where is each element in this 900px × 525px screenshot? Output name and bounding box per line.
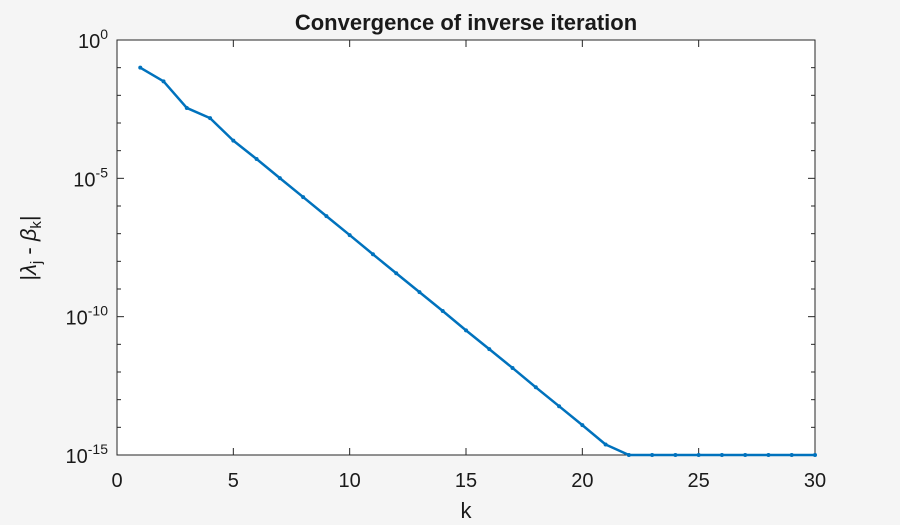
y-tick-label-base: 10 xyxy=(73,169,95,191)
x-tick-label: 25 xyxy=(688,470,710,492)
data-point xyxy=(324,214,329,219)
y-axis-label-dash: - xyxy=(16,241,41,261)
data-point xyxy=(557,404,562,409)
data-point xyxy=(603,442,608,447)
x-tick-label: 15 xyxy=(455,470,477,492)
y-axis-label-lambda-sub: j xyxy=(28,261,45,265)
data-point xyxy=(487,347,492,352)
data-point xyxy=(813,453,817,457)
y-tick-label: 10-15 xyxy=(66,441,109,468)
y-axis-label-open: | xyxy=(16,275,41,281)
data-point xyxy=(464,328,468,333)
x-axis-ticks: 0 5 10 15 20 25 30 xyxy=(111,40,826,492)
x-tick-label: 0 xyxy=(111,470,122,492)
data-point xyxy=(277,176,282,181)
x-tick-label: 30 xyxy=(804,470,826,492)
data-point xyxy=(743,453,748,457)
data-point xyxy=(766,453,771,457)
y-tick-label-exponent: -15 xyxy=(88,441,108,457)
x-tick-label: 20 xyxy=(571,470,593,492)
y-axis-label-beta-sub: k xyxy=(28,221,45,229)
data-point xyxy=(696,453,701,457)
data-point xyxy=(138,65,143,70)
y-tick-label: 10-5 xyxy=(73,164,108,191)
data-point xyxy=(347,233,352,238)
data-point xyxy=(394,271,399,276)
y-axis-label-close: | xyxy=(16,215,41,221)
data-point xyxy=(254,156,259,161)
x-tick-label: 5 xyxy=(228,470,239,492)
y-tick-label-base: 10 xyxy=(66,446,88,468)
y-tick-label-exponent: -5 xyxy=(96,164,109,180)
data-point xyxy=(533,385,538,390)
chart-title: Convergence of inverse iteration xyxy=(295,10,637,35)
y-tick-label-exponent: 0 xyxy=(100,26,108,42)
data-point xyxy=(510,365,515,370)
y-axis-label-beta: β xyxy=(16,228,41,242)
data-point xyxy=(301,195,306,200)
series-line xyxy=(139,66,815,457)
data-point xyxy=(417,290,422,295)
data-point xyxy=(673,453,678,457)
x-axis-label: k xyxy=(461,498,473,523)
data-point xyxy=(208,116,213,121)
data-point xyxy=(440,309,445,314)
y-tick-label-base: 10 xyxy=(78,31,100,53)
data-point xyxy=(231,138,236,143)
y-tick-label: 100 xyxy=(78,26,108,53)
data-point xyxy=(370,252,375,257)
data-point xyxy=(161,79,166,84)
x-tick-label: 10 xyxy=(339,470,361,492)
data-point xyxy=(789,453,794,457)
plot-area xyxy=(116,39,816,456)
y-axis-label: |λj - βk| xyxy=(16,215,45,280)
data-point xyxy=(184,105,189,110)
y-tick-label-base: 10 xyxy=(66,308,88,330)
y-axis-label-lambda: λ xyxy=(16,264,41,276)
y-tick-label: 10-10 xyxy=(66,303,109,330)
data-point xyxy=(580,423,585,428)
series-layer xyxy=(138,65,817,457)
data-point xyxy=(650,453,655,457)
data-point xyxy=(719,453,724,457)
y-tick-label-exponent: -10 xyxy=(88,303,108,319)
data-point xyxy=(626,453,631,457)
